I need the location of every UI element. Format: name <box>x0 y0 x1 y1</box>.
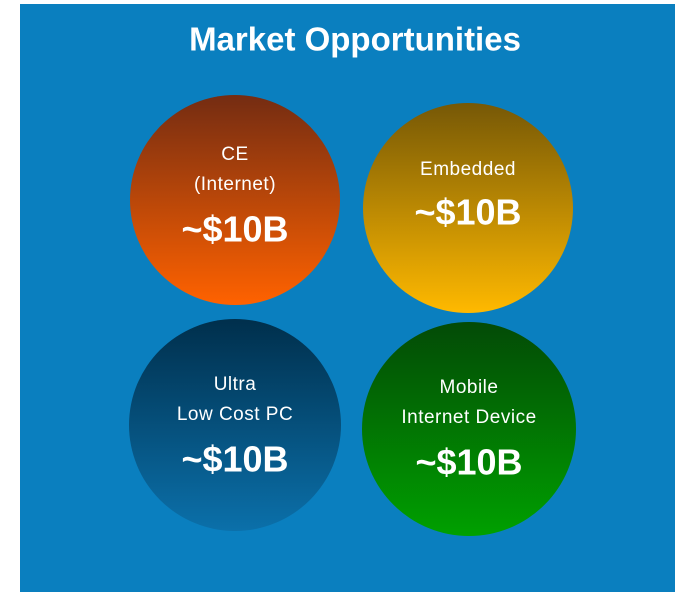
title: Market Opportunities <box>189 21 521 58</box>
market-circle <box>130 95 340 305</box>
circle-label: Mobile <box>440 377 499 398</box>
market-circle <box>363 103 573 313</box>
circle-label: Ultra <box>214 374 257 395</box>
circle-value: ~$10B <box>181 209 288 250</box>
circle-value: ~$10B <box>414 192 521 233</box>
circle-label: CE <box>221 144 248 165</box>
circle-label: Low Cost PC <box>177 404 293 425</box>
background <box>20 4 675 592</box>
circle-value: ~$10B <box>181 439 288 480</box>
circle-label: Internet Device <box>401 407 536 428</box>
circle-value: ~$10B <box>415 442 522 483</box>
circle-label: Embedded <box>420 159 516 180</box>
market-circle <box>129 319 341 531</box>
market-circle <box>362 322 576 536</box>
circle-label: (Internet) <box>194 174 276 195</box>
